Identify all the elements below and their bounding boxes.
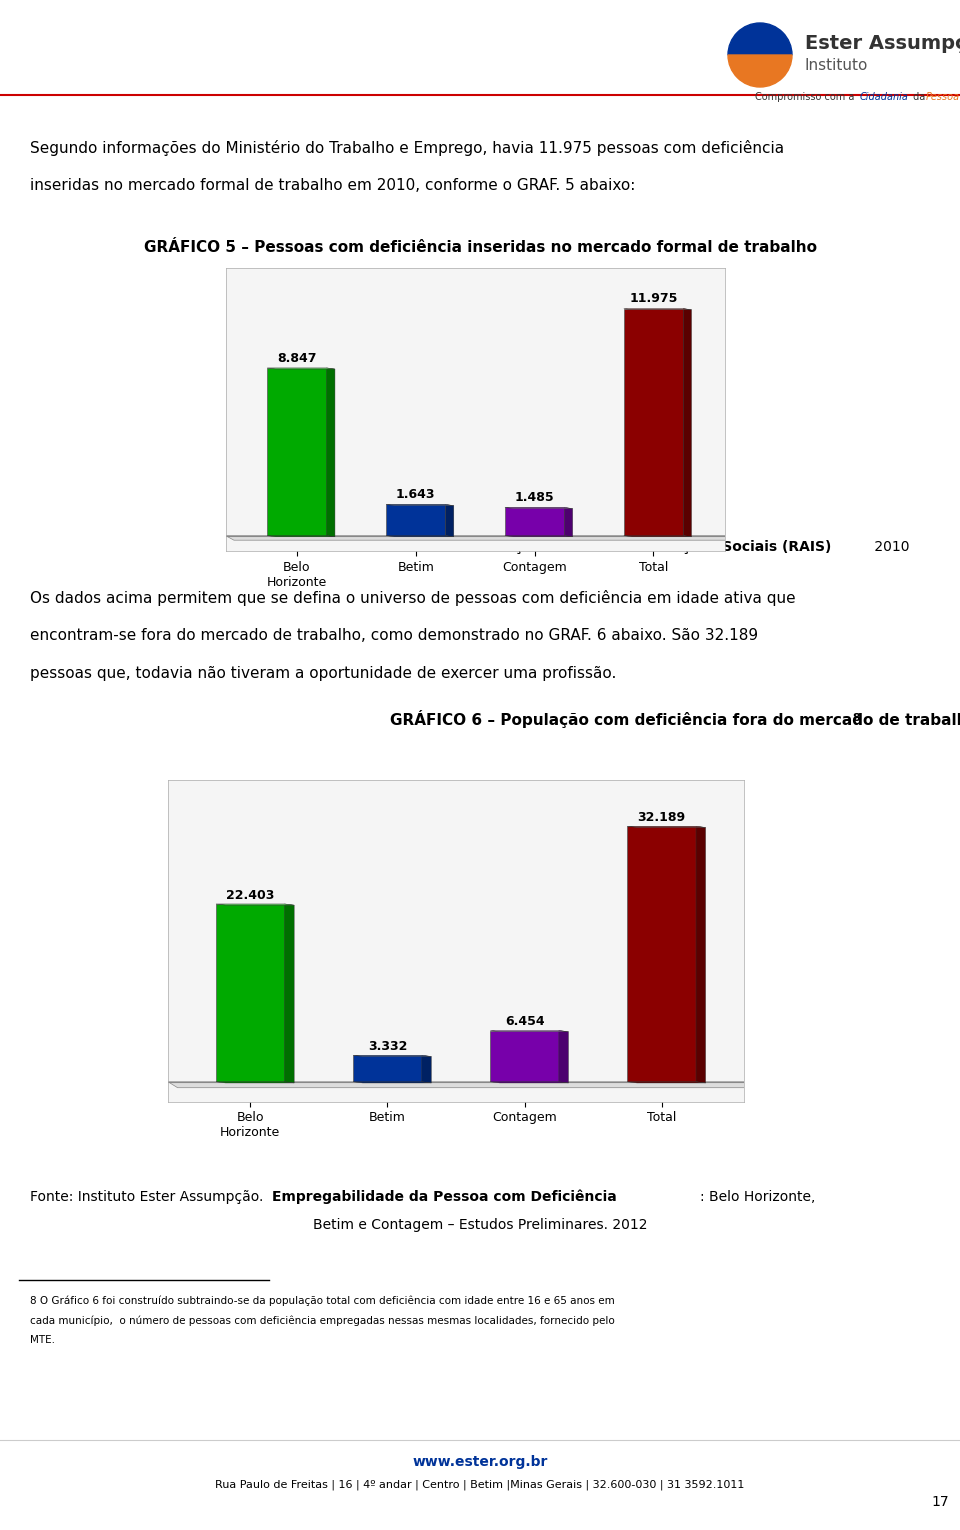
Text: 8: 8 <box>852 713 860 724</box>
Bar <box>505 508 564 536</box>
Text: Segundo informações do Ministério do Trabalho e Emprego, havia 11.975 pessoas co: Segundo informações do Ministério do Tra… <box>30 141 784 156</box>
Text: MTE.: MTE. <box>30 1336 55 1345</box>
Text: cada município,  o número de pessoas com deficiência empregadas nessas mesmas lo: cada município, o número de pessoas com … <box>30 1314 614 1325</box>
Polygon shape <box>445 505 454 537</box>
Text: 11.975: 11.975 <box>630 292 678 304</box>
Bar <box>386 505 445 536</box>
Text: Betim e Contagem – Estudos Preliminares. 2012: Betim e Contagem – Estudos Preliminares.… <box>313 1218 647 1232</box>
Wedge shape <box>728 23 792 55</box>
Polygon shape <box>326 367 335 537</box>
Text: 8 O Gráfico 6 foi construído subtraindo-se da população total com deficiência co: 8 O Gráfico 6 foi construído subtraindo-… <box>30 1294 614 1305</box>
Text: da: da <box>910 92 928 103</box>
Text: encontram-se fora do mercado de trabalho, como demonstrado no GRAF. 6 abaixo. Sã: encontram-se fora do mercado de trabalho… <box>30 627 758 643</box>
Polygon shape <box>684 309 691 537</box>
Text: inseridas no mercado formal de trabalho em 2010, conforme o GRAF. 5 abaixo:: inseridas no mercado formal de trabalho … <box>30 177 636 193</box>
Text: Pessoa: Pessoa <box>926 92 960 103</box>
Text: Compromisso com a: Compromisso com a <box>755 92 857 103</box>
Text: 6.454: 6.454 <box>505 1014 544 1028</box>
Text: 1.485: 1.485 <box>515 491 555 503</box>
Bar <box>267 367 326 536</box>
Text: 3.332: 3.332 <box>368 1040 407 1053</box>
Text: 2010: 2010 <box>870 540 909 554</box>
Text: Relação Anual de Informações Sociais (RAIS): Relação Anual de Informações Sociais (RA… <box>480 540 831 554</box>
Text: 32.189: 32.189 <box>637 811 685 823</box>
Bar <box>628 826 696 1082</box>
Bar <box>353 1056 421 1082</box>
Text: 8.847: 8.847 <box>277 352 317 364</box>
Polygon shape <box>421 1056 431 1083</box>
Text: Os dados acima permitem que se defina o universo de pessoas com deficiência em i: Os dados acima permitem que se defina o … <box>30 591 796 606</box>
Text: www.ester.org.br: www.ester.org.br <box>412 1455 548 1469</box>
Text: GRÁFICO 5 – Pessoas com deficiência inseridas no mercado formal de trabalho: GRÁFICO 5 – Pessoas com deficiência inse… <box>143 240 817 256</box>
Polygon shape <box>284 904 294 1083</box>
Text: 22.403: 22.403 <box>227 889 275 901</box>
Text: Empregabilidade da Pessoa com Deficiência: Empregabilidade da Pessoa com Deficiênci… <box>272 1190 616 1204</box>
Polygon shape <box>559 1031 568 1083</box>
Text: Fonte: Instituto Ester Assumpção.: Fonte: Instituto Ester Assumpção. <box>30 1190 268 1204</box>
Text: Ester Assumpção: Ester Assumpção <box>805 34 960 52</box>
Polygon shape <box>168 1082 754 1088</box>
Text: GRÁFICO 6 – População com deficiência fora do mercado de trabalho: GRÁFICO 6 – População com deficiência fo… <box>390 710 960 728</box>
Text: : Belo Horizonte,: : Belo Horizonte, <box>700 1190 815 1204</box>
Bar <box>216 904 284 1082</box>
Text: Rua Paulo de Freitas | 16 | 4º andar | Centro | Betim |Minas Gerais | 32.600-030: Rua Paulo de Freitas | 16 | 4º andar | C… <box>215 1480 745 1490</box>
Bar <box>624 309 684 536</box>
Text: Instituto: Instituto <box>805 58 869 72</box>
Text: 17: 17 <box>931 1495 948 1509</box>
Wedge shape <box>728 55 792 87</box>
Text: 1.643: 1.643 <box>396 488 436 500</box>
Polygon shape <box>226 536 733 540</box>
Bar <box>491 1031 559 1082</box>
Polygon shape <box>696 826 706 1083</box>
Text: Fonte: MTE-: Fonte: MTE- <box>394 540 480 554</box>
Text: Cidadania: Cidadania <box>860 92 909 103</box>
Polygon shape <box>564 508 573 537</box>
Text: pessoas que, todavia não tiveram a oportunidade de exercer uma profissão.: pessoas que, todavia não tiveram a oport… <box>30 666 616 681</box>
